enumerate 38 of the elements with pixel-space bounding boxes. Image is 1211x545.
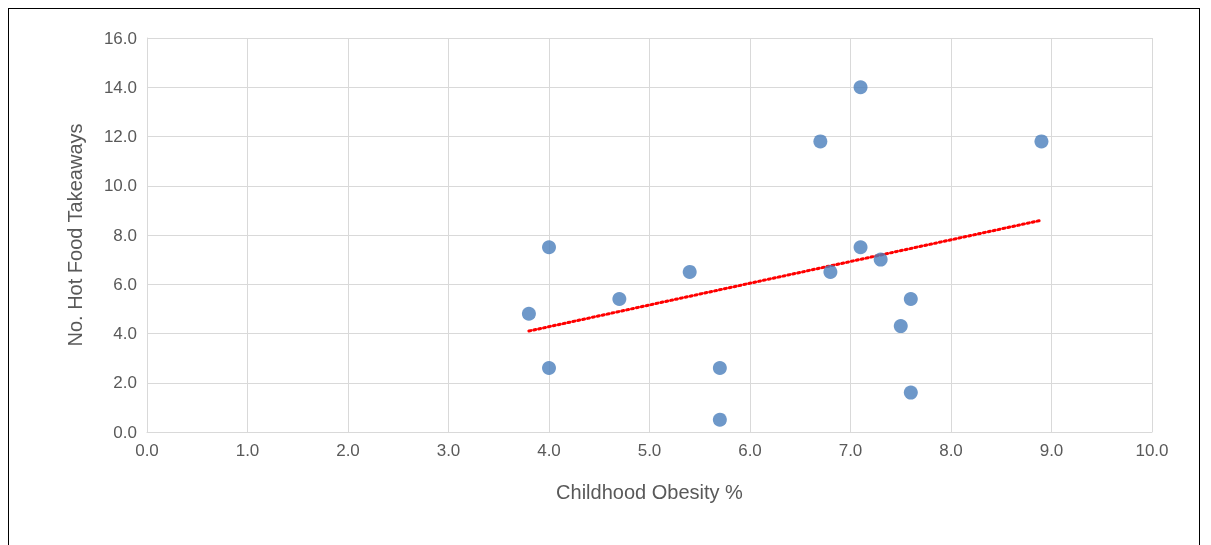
point — [612, 292, 627, 307]
y-tick-label: 0.0 — [113, 422, 137, 442]
point — [853, 80, 868, 95]
y-tick-label: 8.0 — [113, 225, 137, 245]
point — [893, 319, 908, 334]
point — [823, 264, 838, 279]
x-tick-label: 7.0 — [838, 441, 863, 460]
point — [542, 240, 556, 255]
x-axis-title: Childhood Obesity % — [556, 481, 744, 503]
point — [813, 134, 828, 149]
x-tick-label: 8.0 — [939, 441, 963, 460]
y-tick-label: 6.0 — [113, 274, 137, 294]
x-tick-label: 0.0 — [135, 441, 159, 460]
x-tick-label: 9.0 — [1039, 441, 1064, 460]
point — [521, 306, 536, 321]
x-tick-label: 4.0 — [537, 441, 561, 460]
y-tick-label: 16.0 — [103, 28, 137, 48]
point — [712, 412, 727, 427]
x-tick-label: 10.0 — [1135, 441, 1169, 460]
x-tick-label: 5.0 — [637, 441, 662, 460]
x-tick-label: 3.0 — [436, 441, 461, 460]
y-tick-label: 4.0 — [113, 324, 137, 343]
y-tick-label: 10.0 — [103, 176, 137, 196]
point — [903, 292, 918, 307]
y-tick-label: 2.0 — [113, 373, 137, 393]
y-axis-title: No. Hot Food Takeaways — [64, 123, 86, 347]
y-tick-label: 14.0 — [103, 77, 137, 97]
point — [903, 385, 918, 400]
point — [712, 360, 727, 375]
x-tick-label: 1.0 — [235, 441, 260, 460]
point — [682, 264, 697, 279]
x-tick-label: 2.0 — [336, 441, 360, 460]
x-tick-label: 6.0 — [738, 441, 762, 460]
point — [853, 240, 868, 255]
y-tick-label: 12.0 — [103, 127, 137, 146]
point — [873, 252, 888, 267]
point — [542, 360, 556, 375]
point — [1034, 134, 1049, 149]
